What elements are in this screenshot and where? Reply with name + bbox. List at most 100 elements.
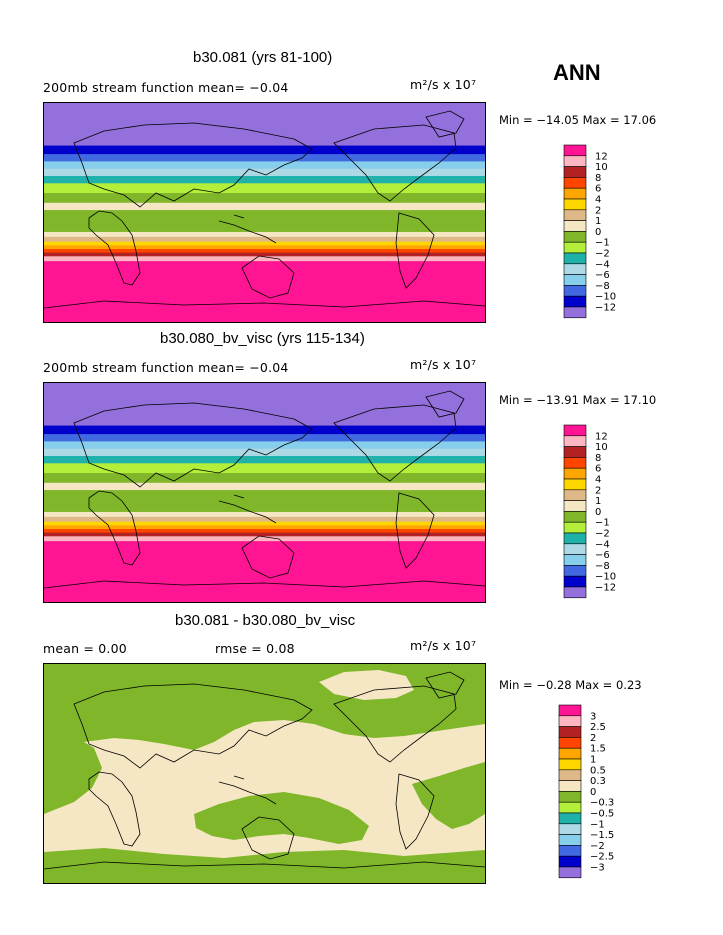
- colorbar-tick-label: 0: [595, 507, 601, 518]
- panel-2-coastlines: [44, 390, 485, 589]
- colorbar-swatch: [563, 295, 587, 308]
- south-america-outline: [395, 212, 435, 289]
- field-band: [44, 521, 485, 526]
- panel-3-rmse-label: rmse = 0.08: [215, 641, 295, 656]
- colorbar-tick-label: −4: [595, 539, 610, 550]
- colorbar-swatch: [558, 845, 582, 857]
- colorbar-tick-label: −8: [595, 561, 610, 572]
- field-band: [44, 224, 485, 233]
- field-band: [44, 473, 485, 484]
- colorbar-tick-label: 6: [595, 464, 601, 475]
- colorbar-tick-label: 0.3: [590, 776, 606, 787]
- colorbar-swatch: [563, 446, 587, 458]
- colorbar-swatch: [563, 478, 587, 491]
- colorbar-swatch: [563, 187, 587, 200]
- colorbar-swatch: [563, 166, 587, 178]
- colorbar-swatch: [558, 834, 582, 846]
- colorbar-swatch: [563, 177, 587, 189]
- colorbar-swatch: [558, 801, 582, 814]
- colorbar-swatch: [558, 704, 582, 717]
- eurasia-outline: [73, 683, 313, 769]
- colorbar-tick-label: 4: [595, 475, 601, 486]
- field-band: [44, 183, 485, 194]
- colorbar-swatch: [563, 306, 587, 319]
- field-band: [44, 441, 485, 450]
- colorbar-tick-label: −12: [595, 583, 616, 594]
- colorbar-swatch: [563, 209, 587, 221]
- colorbar-tick-label: −2.5: [590, 852, 614, 863]
- colorbar-swatch: [558, 780, 582, 792]
- field-band: [44, 161, 485, 170]
- colorbar-tick-label: 1.5: [590, 744, 606, 755]
- colorbar-swatch: [563, 543, 587, 555]
- eurasia-outline: [73, 402, 313, 488]
- colorbar-swatch: [563, 241, 587, 254]
- field-band: [44, 511, 485, 518]
- panel-1-title: b30.081 (yrs 81-100): [193, 49, 333, 66]
- field-band: [44, 463, 485, 474]
- field-band: [44, 236, 485, 243]
- colorbar-swatch: [563, 198, 587, 211]
- indonesia-outline: [218, 494, 277, 524]
- panel-2-colorbar: 12 10 8 6 4 2 1 0 −1 −2 −4 −6 −8 −10 −12: [563, 424, 624, 600]
- north-america-outline: [333, 124, 457, 202]
- africa-outline: [88, 771, 141, 847]
- colorbar-swatch: [563, 274, 587, 286]
- indonesia-outline: [218, 214, 277, 244]
- colorbar-tick-label: 0: [590, 787, 596, 798]
- colorbar-tick-label: −2: [595, 249, 610, 260]
- colorbar-tick-label: −3: [590, 863, 605, 874]
- colorbar-tick-label: −0.5: [590, 809, 614, 820]
- antarctica-outline: [44, 300, 485, 309]
- colorbar-tick-label: −1: [590, 819, 605, 830]
- australia-outline: [241, 255, 295, 299]
- colorbar-swatch: [558, 866, 582, 879]
- colorbar-swatch: [558, 737, 582, 749]
- colorbar-swatch: [558, 769, 582, 781]
- colorbar-swatch: [563, 575, 587, 588]
- panel-3-mean-label: mean = 0.00: [43, 641, 127, 656]
- field-band: [44, 256, 485, 262]
- colorbar-tick-label: 12: [595, 151, 608, 162]
- field-band: [44, 541, 485, 602]
- colorbar-swatch: [563, 263, 587, 275]
- field-band: [44, 536, 485, 542]
- field-band: [44, 504, 485, 513]
- field-band: [44, 202, 485, 211]
- panel-3-min-max: Min = −0.28 Max = 0.23: [499, 678, 642, 692]
- colorbar-swatch: [563, 231, 587, 243]
- colorbar-swatch: [563, 252, 587, 265]
- greenland-outline: [425, 390, 465, 418]
- colorbar-tick-label: 1: [595, 496, 601, 507]
- colorbar-swatch: [558, 823, 582, 835]
- field-band: [44, 210, 485, 226]
- field-band: [44, 490, 485, 506]
- colorbar-swatch: [563, 521, 587, 534]
- panel-1-units: m²/s x 10⁷: [410, 77, 477, 92]
- field-band: [44, 168, 485, 177]
- panel-1-colorbar: 12 10 8 6 4 2 1 0 −1 −2 −4 −6 −8 −10 −12: [563, 144, 624, 320]
- field-band: [44, 532, 485, 537]
- north-america-outline: [333, 404, 457, 482]
- colorbar-swatch: [563, 144, 587, 157]
- colorbar-swatch: [563, 532, 587, 545]
- colorbar-swatch: [563, 285, 587, 297]
- field-band: [44, 448, 485, 457]
- colorbar-tick-label: −6: [595, 270, 610, 281]
- colorbar-tick-label: −10: [595, 292, 616, 303]
- colorbar-swatch: [563, 500, 587, 512]
- field-band: [44, 193, 485, 204]
- colorbar-tick-label: 10: [595, 162, 608, 173]
- antarctica-outline: [44, 861, 485, 870]
- field-band: [44, 425, 485, 435]
- colorbar-tick-label: 12: [595, 431, 608, 442]
- colorbar-tick-label: −0.3: [590, 798, 614, 809]
- panel-1-field-bands: [44, 103, 485, 322]
- antarctica-outline: [44, 580, 485, 589]
- field-band: [44, 434, 485, 442]
- panel-3-map: [43, 663, 486, 884]
- colorbar-swatch: [563, 511, 587, 523]
- panel-3-title: b30.081 - b30.080_bv_visc: [175, 612, 356, 629]
- colorbar-tick-label: −2: [595, 529, 610, 540]
- colorbar-tick-label: 0.5: [590, 765, 606, 776]
